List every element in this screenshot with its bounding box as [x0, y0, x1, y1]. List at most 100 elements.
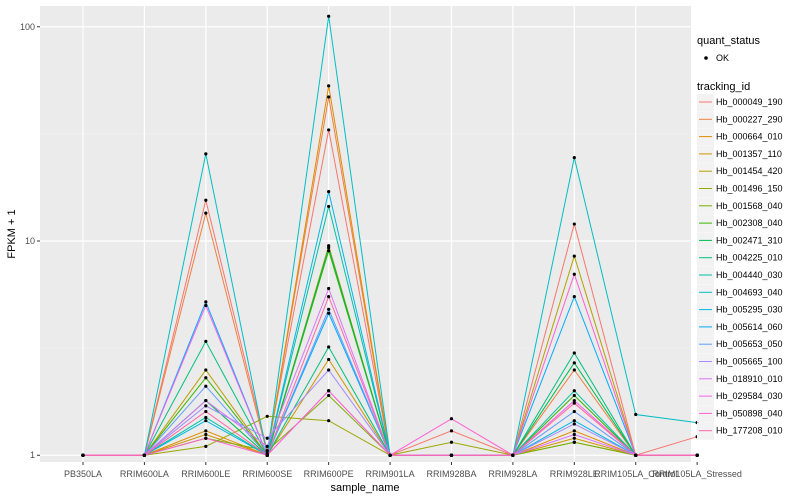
plot-panel — [40, 6, 691, 462]
data-point-Hb_050898_040 — [327, 389, 331, 393]
data-point-Hb_005653_050 — [327, 307, 331, 311]
data-point-Hb_004693_040 — [634, 412, 638, 417]
legend-label: Hb_001454_420 — [716, 166, 783, 176]
data-point-Hb_005665_100 — [327, 368, 331, 372]
data-point-Hb_177208_010 — [388, 453, 392, 457]
legend-label: Hb_002471_310 — [716, 235, 783, 245]
data-point-Hb_029584_030 — [572, 398, 576, 403]
x-tick-label: RRIM105LA_Stressed — [652, 469, 742, 479]
legend-label: Hb_050898_040 — [716, 408, 783, 418]
data-point-Hb_002471_310 — [327, 246, 331, 250]
data-point-Hb_018910_010 — [327, 286, 331, 291]
legend-label: Hb_005665_100 — [716, 357, 783, 367]
data-point-Hb_004693_040 — [572, 156, 576, 160]
data-point-Hb_001357_110 — [204, 432, 208, 437]
data-point-Hb_177208_010 — [265, 453, 269, 457]
data-point-Hb_018910_010 — [265, 444, 269, 448]
data-point-Hb_050898_040 — [204, 436, 208, 440]
legend-label: Hb_029584_030 — [716, 391, 783, 401]
data-point-Hb_004693_040 — [327, 14, 331, 18]
data-point-Hb_001454_420 — [572, 254, 576, 258]
data-point-Hb_000227_290 — [204, 211, 208, 215]
data-point-Hb_000049_190 — [572, 222, 576, 226]
data-point-Hb_005295_030 — [572, 419, 576, 423]
data-point-Hb_050898_040 — [572, 272, 576, 276]
y-axis-ticks: 1 10 100 — [20, 22, 40, 460]
data-point-Hb_001496_150 — [327, 419, 331, 423]
legend-label: Hb_001568_040 — [716, 201, 783, 211]
legend-label: Hb_004693_040 — [716, 287, 783, 297]
data-point-Hb_177208_010 — [511, 453, 515, 457]
data-point-Hb_000227_290 — [327, 95, 331, 99]
y-axis-title: FPKM + 1 — [6, 209, 18, 258]
data-point-Hb_004225_010 — [327, 345, 331, 349]
data-point-Hb_005614_060 — [572, 295, 576, 299]
data-point-Hb_005295_030 — [204, 419, 208, 423]
data-point-Hb_005614_060 — [327, 311, 331, 315]
point-legend-label: OK — [716, 53, 729, 63]
data-point-Hb_000664_010 — [327, 84, 331, 88]
point-legend-key — [704, 56, 708, 60]
legend-label: Hb_001357_110 — [716, 149, 782, 159]
data-point-Hb_002471_310 — [572, 361, 576, 365]
data-point-Hb_001568_040 — [265, 449, 269, 453]
x-axis-ticks: PB350LA RRIM600LA RRIM600LE RRIM600SE RRIM60… — [64, 462, 742, 479]
data-point-Hb_004440_030 — [204, 415, 208, 420]
data-point-Hb_004225_010 — [204, 339, 208, 343]
legend-label: Hb_177208_010 — [716, 426, 783, 436]
series-legend-items: Hb_000049_190 Hb_000227_290 Hb_000664_010 H… — [697, 94, 783, 440]
legend-label: Hb_005295_030 — [716, 305, 783, 315]
data-point-Hb_001357_110 — [327, 357, 331, 362]
data-point-Hb_001568_040 — [572, 440, 576, 444]
series-legend-title: tracking_id — [697, 81, 750, 93]
legend-label: Hb_000227_290 — [716, 114, 783, 124]
data-point-Hb_002308_040 — [327, 249, 331, 253]
x-tick-label: RRIM928LE — [550, 469, 599, 479]
data-points — [81, 14, 699, 457]
data-point-Hb_004440_030 — [327, 204, 331, 209]
data-point-Hb_005295_030 — [327, 190, 331, 194]
data-point-Hb_177208_010 — [204, 409, 208, 414]
data-point-Hb_000664_010 — [572, 429, 576, 433]
data-point-Hb_001454_420 — [204, 368, 208, 372]
data-point-Hb_050898_040 — [449, 417, 454, 421]
legend-label: Hb_000049_190 — [716, 97, 783, 107]
legend-label: Hb_005653_050 — [716, 339, 783, 349]
grid-lines — [40, 6, 698, 462]
data-point-Hb_000049_190 — [449, 429, 454, 433]
data-point-Hb_001568_040 — [327, 393, 331, 398]
y-tick-label: 10 — [25, 236, 35, 246]
data-point-Hb_001496_150 — [449, 440, 454, 444]
data-point-Hb_005665_100 — [572, 422, 576, 426]
data-point-Hb_177208_010 — [572, 401, 576, 405]
data-point-Hb_177208_010 — [81, 453, 85, 457]
data-point-Hb_005653_050 — [204, 384, 208, 388]
legend-label: Hb_002308_040 — [716, 218, 783, 228]
legend-label: Hb_018910_010 — [716, 374, 783, 384]
data-point-Hb_005665_100 — [265, 436, 269, 440]
x-tick-label: RRIM600LE — [181, 469, 230, 479]
data-point-Hb_004225_010 — [572, 351, 576, 355]
x-axis-title: sample_name — [330, 482, 399, 494]
data-point-Hb_001496_150 — [204, 444, 208, 448]
y-tick-label: 1 — [30, 450, 35, 460]
data-point-Hb_001357_110 — [572, 436, 576, 440]
legend-label: Hb_005614_060 — [716, 322, 783, 332]
point-legend-title: quant_status — [697, 35, 760, 47]
data-point-Hb_177208_010 — [449, 453, 454, 457]
data-point-Hb_177208_010 — [695, 453, 699, 457]
x-tick-label: RRIM600LA — [120, 469, 169, 479]
data-point-Hb_177208_010 — [327, 295, 331, 299]
x-tick-label: RRIM105LA_Control — [594, 469, 677, 479]
x-tick-label: PB350LA — [64, 469, 102, 479]
data-point-Hb_005665_100 — [204, 404, 208, 408]
data-point-Hb_018910_010 — [204, 398, 208, 403]
data-point-Hb_001496_150 — [265, 414, 269, 418]
data-point-Hb_002308_040 — [204, 376, 208, 380]
y-tick-label: 100 — [20, 22, 35, 32]
data-point-Hb_002308_040 — [572, 393, 576, 398]
x-tick-label: RRIM901LA — [366, 469, 415, 479]
legend-label: Hb_000664_010 — [716, 132, 783, 142]
x-tick-label: RRIM600SE — [242, 469, 292, 479]
